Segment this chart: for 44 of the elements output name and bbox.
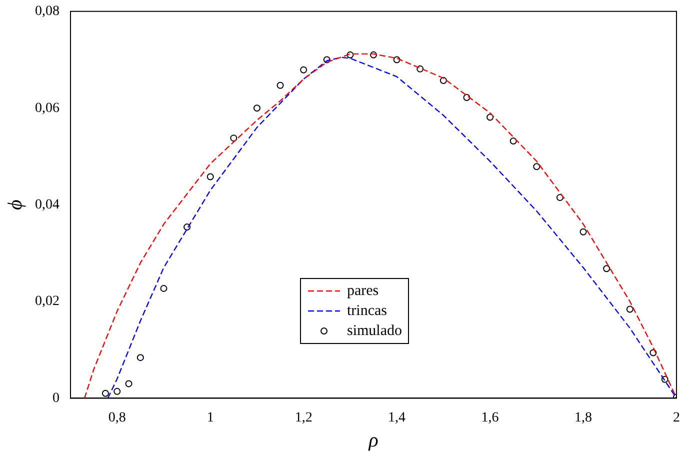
point	[125, 380, 132, 388]
point	[276, 82, 284, 89]
x-tick-label: 1,6	[481, 410, 499, 426]
y-tick-label: 0,04	[35, 197, 60, 212]
point	[463, 94, 470, 101]
point	[556, 194, 564, 202]
point	[603, 265, 610, 272]
y-tick-label: 0,08	[35, 4, 60, 20]
point	[230, 134, 238, 142]
point	[102, 390, 109, 397]
point	[533, 163, 540, 170]
point	[416, 65, 424, 72]
point	[136, 354, 144, 362]
point	[253, 104, 260, 112]
point	[650, 349, 657, 356]
x-tick-label: 1	[206, 410, 214, 426]
point	[370, 51, 377, 58]
x-tick-label: 1,4	[388, 410, 406, 426]
point	[393, 56, 400, 64]
point	[346, 51, 354, 58]
point	[323, 56, 330, 64]
x-tick-label: 1,2	[294, 410, 312, 426]
x-tick-label: 0,8	[108, 410, 126, 426]
x-axis-title: ρ	[368, 429, 378, 452]
point	[626, 306, 634, 313]
legend-label: pares	[347, 282, 379, 300]
legend-label: simulado	[347, 322, 402, 340]
point	[486, 114, 494, 121]
x-tick-label: 1,8	[574, 410, 592, 426]
point	[114, 388, 121, 395]
point	[206, 173, 214, 180]
point	[510, 137, 517, 144]
point	[184, 224, 191, 231]
point	[580, 228, 587, 236]
point	[300, 66, 308, 74]
y-axis-title: ϕ	[4, 200, 26, 210]
legend-label: trincas	[347, 302, 387, 320]
point	[661, 376, 668, 383]
point	[440, 77, 447, 84]
y-tick-label: 0,02	[35, 294, 60, 310]
point	[160, 284, 168, 292]
y-tick-label: 0,06	[35, 100, 60, 116]
x-tick-label: 2	[673, 410, 680, 426]
y-tick-label: 0	[52, 390, 60, 406]
